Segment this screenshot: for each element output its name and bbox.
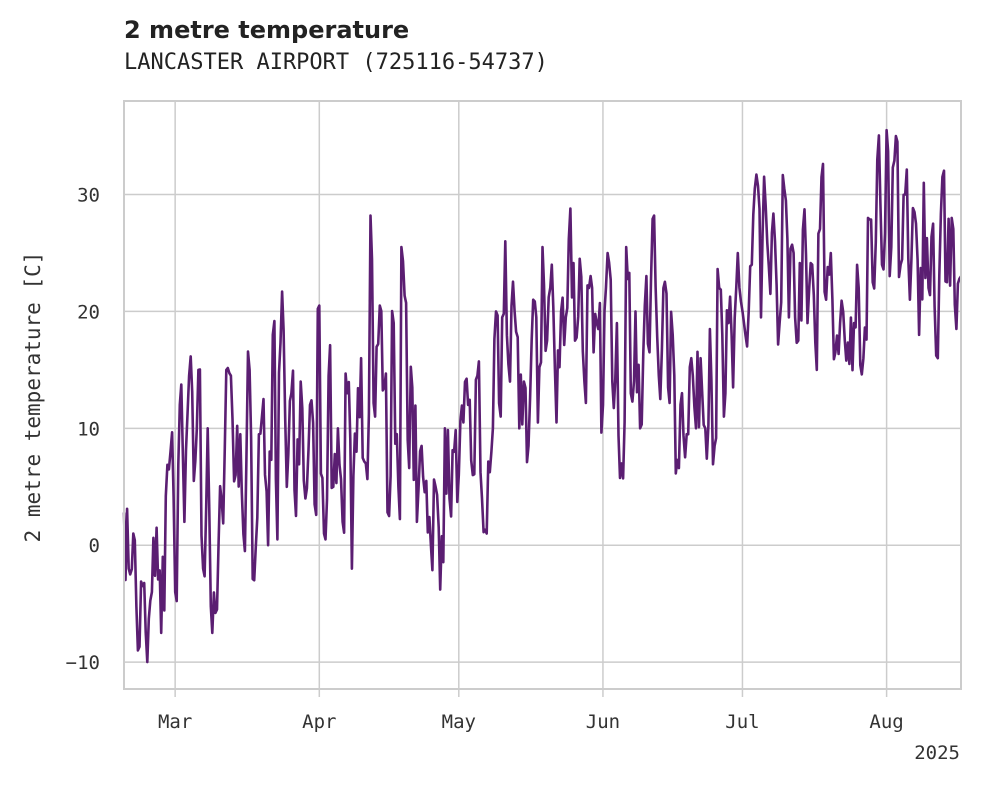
y-tick-label: 20 [77, 301, 100, 323]
series-group [122, 128, 963, 664]
x-tick-label: Aug [869, 711, 903, 733]
y-axis: −10 0 10 20 30 [66, 185, 100, 675]
x-tick-label: Apr [302, 711, 336, 733]
temperature-series-line [122, 128, 963, 664]
x-tick-label: Jun [586, 711, 620, 733]
y-tick-label: −10 [66, 652, 100, 674]
chart-title: 2 metre temperature [124, 16, 410, 44]
y-axis-label: 2 metre temperature [C] [21, 252, 45, 543]
y-tick-label: 0 [89, 535, 100, 557]
x-axis-year-label: 2025 [914, 742, 960, 764]
x-tick-label: Mar [158, 711, 192, 733]
y-tick-label: 30 [77, 185, 100, 207]
chart-subtitle: LANCASTER AIRPORT (725116-54737) [124, 50, 548, 75]
y-tick-label: 10 [77, 418, 100, 440]
plot-frame [123, 100, 962, 690]
x-tick-label: Jul [725, 711, 759, 733]
x-axis: Mar Apr May Jun Jul Aug [158, 689, 904, 733]
x-tick-label: May [442, 711, 476, 733]
